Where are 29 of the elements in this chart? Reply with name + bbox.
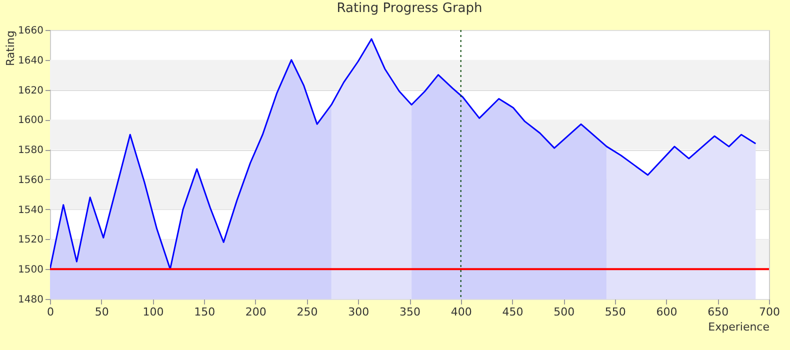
x-tick-label: 600 — [656, 306, 678, 318]
x-tick-label: 50 — [94, 306, 109, 318]
x-tick-label: 300 — [348, 306, 370, 318]
y-tick-label: 1560 — [18, 174, 44, 186]
y-tick-label: 1480 — [18, 294, 44, 306]
x-tick-label: 550 — [604, 306, 626, 318]
y-tick-label: 1500 — [18, 264, 44, 276]
chart-title: Rating Progress Graph — [336, 1, 482, 16]
x-tick-label: 500 — [554, 306, 575, 318]
y-tick-label: 1640 — [18, 55, 44, 66]
x-tick-label: 200 — [245, 306, 266, 318]
x-tick-label: 150 — [194, 306, 216, 318]
x-axis-title: Experience — [708, 320, 770, 334]
y-tick-label: 1660 — [18, 26, 44, 36]
x-tick-label: 400 — [450, 306, 472, 318]
y-tick-label: 1520 — [18, 234, 44, 246]
x-tick-label: 250 — [296, 306, 318, 318]
x-tick-label: 700 — [759, 306, 780, 318]
x-tick-label: 650 — [708, 306, 729, 318]
y-tick-label: 1540 — [18, 204, 44, 216]
x-tick-label: 450 — [502, 306, 524, 318]
x-tick-label: 350 — [400, 306, 420, 318]
x-tick-label: 0 — [47, 306, 54, 318]
x-tick-label: 100 — [142, 306, 164, 318]
y-tick-label: 1620 — [18, 85, 44, 96]
y-tick-label: 1600 — [18, 115, 44, 126]
line-series — [50, 38, 756, 270]
y-tick-label: 1580 — [18, 145, 44, 156]
y-axis-title: Rating — [4, 30, 18, 66]
